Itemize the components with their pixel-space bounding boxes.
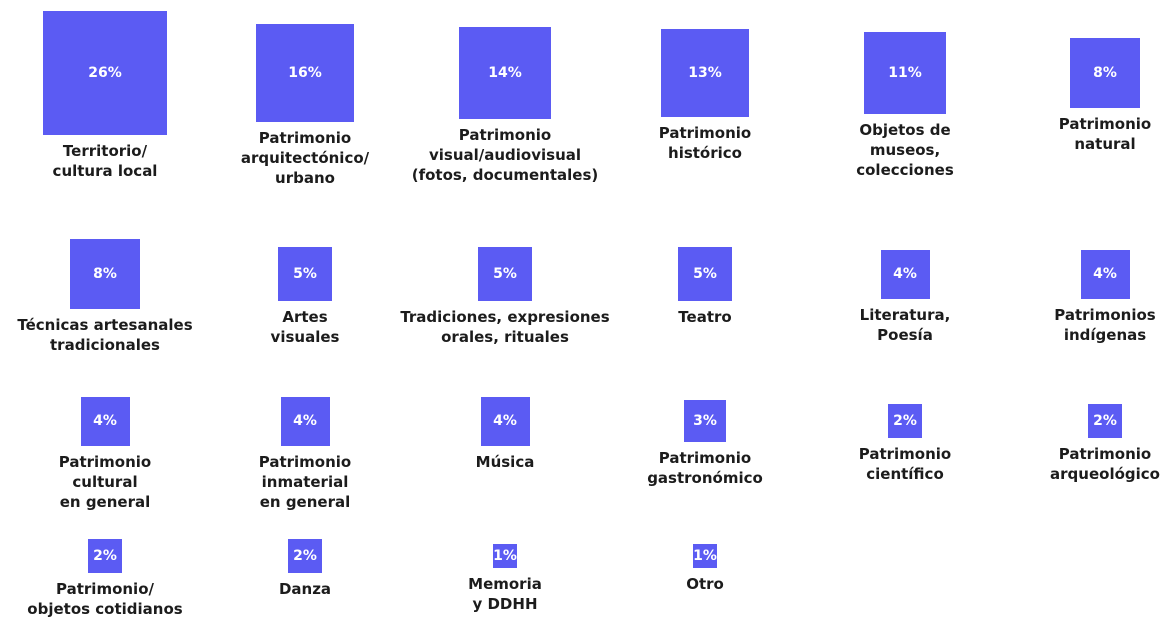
category-label: Patrimonio inmaterial en general xyxy=(258,452,352,511)
category-label: Patrimonio histórico xyxy=(658,124,752,163)
value-label: 4% xyxy=(1093,266,1117,282)
category-label: Objetos de museos, colecciones xyxy=(856,120,954,179)
value-label: 1% xyxy=(493,548,517,564)
square: 1% xyxy=(692,543,718,569)
category-label: Patrimonio gastronómico xyxy=(647,449,763,488)
value-label: 1% xyxy=(693,548,717,564)
category-label: Patrimonio visual/audiovisual (fotos, do… xyxy=(411,125,599,184)
square: 11% xyxy=(864,32,946,114)
category-label: Patrimonio cultural en general xyxy=(58,452,152,511)
square: 5% xyxy=(477,246,533,302)
category-label: Patrimonio natural xyxy=(1058,114,1152,153)
square: 2% xyxy=(87,538,123,574)
square: 13% xyxy=(660,28,750,118)
category-label: Memoria y DDHH xyxy=(468,575,542,614)
category-label: Música xyxy=(475,452,535,471)
category-label: Patrimonio arquitectónico/ urbano xyxy=(240,129,370,187)
square: 4% xyxy=(480,396,530,446)
value-label: 14% xyxy=(488,64,522,81)
square: 8% xyxy=(70,239,140,309)
value-label: 11% xyxy=(888,64,922,81)
category-label: Patrimonio arqueológico xyxy=(1050,445,1160,484)
square: 3% xyxy=(683,399,727,443)
category-label: Teatro xyxy=(678,308,732,327)
square: 8% xyxy=(1070,38,1140,108)
value-label: 13% xyxy=(688,64,722,81)
value-label: 8% xyxy=(93,265,117,282)
value-label: 4% xyxy=(893,266,917,282)
value-label: 2% xyxy=(893,412,917,429)
square: 5% xyxy=(277,246,333,302)
value-label: 5% xyxy=(493,265,517,282)
category-label: Artes visuales xyxy=(270,308,340,347)
category-label: Patrimonio/ objetos cotidianos xyxy=(27,580,183,619)
value-label: 26% xyxy=(88,64,122,81)
value-label: 5% xyxy=(693,265,717,282)
square: 4% xyxy=(880,249,930,299)
square: 4% xyxy=(280,396,330,446)
square: 26% xyxy=(42,10,168,136)
value-label: 2% xyxy=(93,547,117,564)
value-label: 5% xyxy=(293,265,317,282)
square: 14% xyxy=(459,27,551,119)
square: 4% xyxy=(1080,249,1130,299)
value-label: 8% xyxy=(1093,64,1117,81)
value-label: 2% xyxy=(1093,412,1117,429)
value-label: 4% xyxy=(493,413,517,429)
square: 2% xyxy=(1087,403,1123,439)
square: 16% xyxy=(256,24,354,122)
category-label: Patrimonio científico xyxy=(858,445,952,484)
category-label: Literatura, Poesía xyxy=(859,305,951,344)
category-label: Técnicas artesanales tradicionales xyxy=(17,315,193,354)
value-label: 16% xyxy=(288,65,322,81)
category-label: Tradiciones, expresiones orales, rituale… xyxy=(400,308,610,347)
value-label: 2% xyxy=(293,547,317,564)
value-label: 4% xyxy=(93,413,117,429)
square: 4% xyxy=(80,396,130,446)
square: 2% xyxy=(287,538,323,574)
value-label: 3% xyxy=(693,412,717,429)
category-label: Patrimonios indígenas xyxy=(1054,305,1156,344)
square: 2% xyxy=(887,403,923,439)
value-label: 4% xyxy=(293,413,317,429)
square: 1% xyxy=(492,543,518,569)
category-label: Danza xyxy=(278,580,332,599)
category-label: Territorio/ cultura local xyxy=(52,142,158,181)
category-label: Otro xyxy=(686,575,724,594)
square: 5% xyxy=(677,246,733,302)
